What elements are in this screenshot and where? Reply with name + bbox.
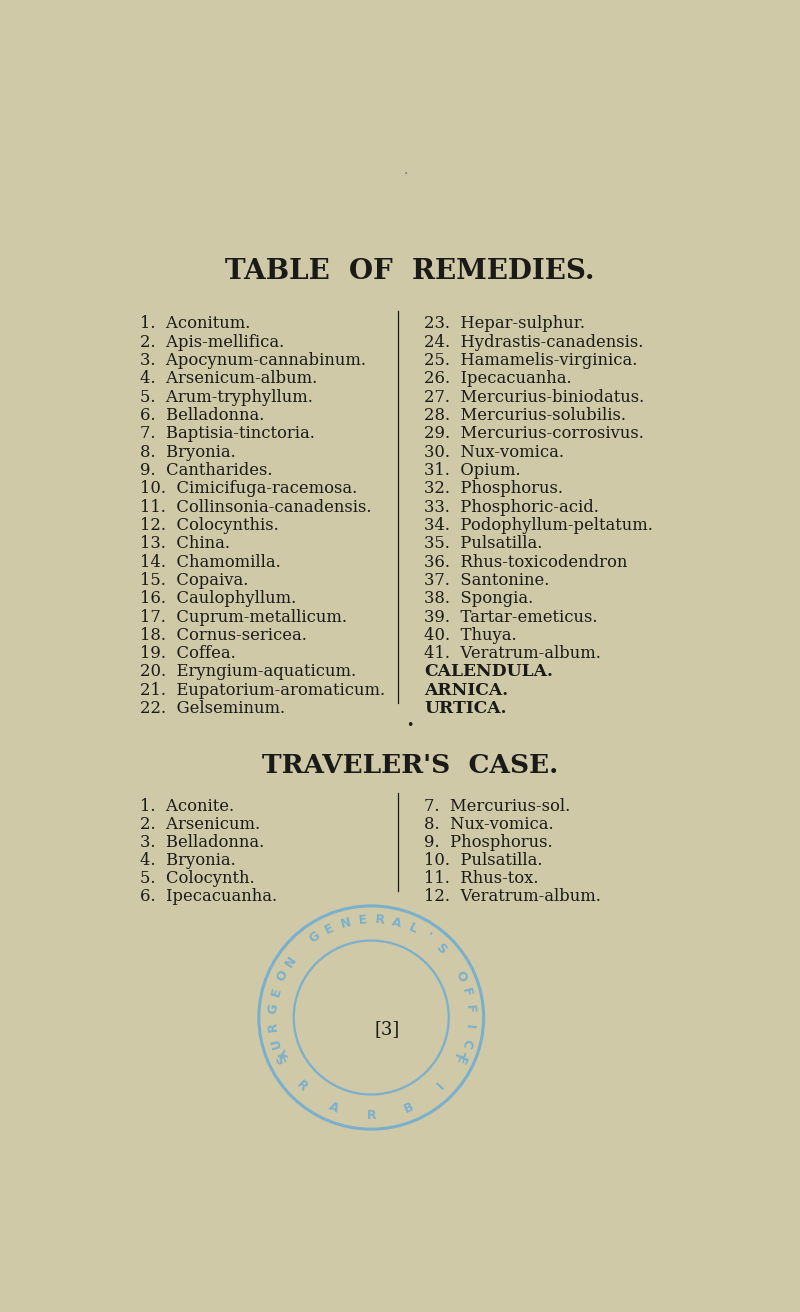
Text: U: U [269,1036,284,1050]
Text: 5.  Arum-tryphyllum.: 5. Arum-tryphyllum. [140,388,313,405]
Text: G: G [307,929,322,946]
Text: 39.  Tartar-emeticus.: 39. Tartar-emeticus. [424,609,598,626]
Text: 29.  Mercurius-corrosivus.: 29. Mercurius-corrosivus. [424,425,644,442]
Text: 6.  Ipecacuanha.: 6. Ipecacuanha. [140,888,278,905]
Text: 22.  Gelseminum.: 22. Gelseminum. [140,701,286,718]
Text: C: C [459,1036,474,1048]
Text: A: A [326,1099,340,1115]
Text: 7.  Baptisia-tinctoria.: 7. Baptisia-tinctoria. [140,425,315,442]
Text: 3.  Apocynum-cannabinum.: 3. Apocynum-cannabinum. [140,352,366,369]
Text: 11.  Rhus-tox.: 11. Rhus-tox. [424,870,538,887]
Text: 16.  Caulophyllum.: 16. Caulophyllum. [140,590,297,607]
Text: •: • [406,719,414,732]
Text: 34.  Podophyllum-peltatum.: 34. Podophyllum-peltatum. [424,517,653,534]
Text: 2.  Arsenicum.: 2. Arsenicum. [140,816,261,833]
Text: 26.  Ipecacuanha.: 26. Ipecacuanha. [424,370,571,387]
Text: 28.  Mercurius-solubilis.: 28. Mercurius-solubilis. [424,407,626,424]
Text: Y: Y [272,1047,288,1061]
Text: 11.  Collinsonia-canadensis.: 11. Collinsonia-canadensis. [140,499,372,516]
Text: 3.  Belladonna.: 3. Belladonna. [140,834,265,851]
Text: O: O [452,968,469,984]
Text: 27.  Mercurius-biniodatus.: 27. Mercurius-biniodatus. [424,388,644,405]
Text: 25.  Hamamelis-virginica.: 25. Hamamelis-virginica. [424,352,638,369]
Text: 8.  Nux-vomica.: 8. Nux-vomica. [424,816,554,833]
Text: 10.  Cimicifuga-racemosa.: 10. Cimicifuga-racemosa. [140,480,358,497]
Text: 37.  Santonine.: 37. Santonine. [424,572,550,589]
Text: 4.  Bryonia.: 4. Bryonia. [140,853,236,870]
Text: I: I [435,1080,447,1093]
Text: 1.  Aconite.: 1. Aconite. [140,798,234,815]
Text: 23.  Hepar-sulphur.: 23. Hepar-sulphur. [424,315,585,332]
Text: F: F [462,1004,476,1014]
Text: CALENDULA.: CALENDULA. [424,664,553,681]
Text: N: N [282,954,299,970]
Text: E: E [269,987,283,998]
Text: 4.  Arsenicum-album.: 4. Arsenicum-album. [140,370,318,387]
Text: 38.  Spongia.: 38. Spongia. [424,590,534,607]
Text: 41.  Veratrum-album.: 41. Veratrum-album. [424,646,601,663]
Text: 40.  Thuya.: 40. Thuya. [424,627,517,644]
Text: 15.  Copaiva.: 15. Copaiva. [140,572,249,589]
Text: 10.  Pulsatilla.: 10. Pulsatilla. [424,853,542,870]
Text: L: L [455,1048,470,1060]
Text: I: I [462,1023,476,1029]
Text: URTICA.: URTICA. [424,701,506,718]
Text: R: R [366,1109,376,1122]
Text: ARNICA.: ARNICA. [424,682,508,699]
Text: 18.  Cornus-sericea.: 18. Cornus-sericea. [140,627,307,644]
Text: R: R [294,1078,310,1094]
Text: 32.  Phosphorus.: 32. Phosphorus. [424,480,563,497]
Text: 14.  Chamomilla.: 14. Chamomilla. [140,554,281,571]
Text: E: E [358,913,367,928]
Text: L: L [406,921,419,937]
Text: ': ' [422,932,433,943]
Text: 24.  Hydrastis-canadensis.: 24. Hydrastis-canadensis. [424,333,643,350]
Text: 35.  Pulsatilla.: 35. Pulsatilla. [424,535,542,552]
Text: 8.  Bryonia.: 8. Bryonia. [140,443,236,461]
Text: 19.  Coffea.: 19. Coffea. [140,646,236,663]
Text: E: E [323,921,336,937]
Text: 13.  China.: 13. China. [140,535,230,552]
Text: 1.  Aconitum.: 1. Aconitum. [140,315,250,332]
Text: 9.  Phosphorus.: 9. Phosphorus. [424,834,553,851]
Text: 7.  Mercurius-sol.: 7. Mercurius-sol. [424,798,570,815]
Text: R: R [266,1021,280,1031]
Text: TRAVELER'S  CASE.: TRAVELER'S CASE. [262,753,558,778]
Text: 12.  Colocynthis.: 12. Colocynthis. [140,517,279,534]
Text: 12.  Veratrum-album.: 12. Veratrum-album. [424,888,601,905]
Text: 31.  Opium.: 31. Opium. [424,462,521,479]
Text: 17.  Cuprum-metallicum.: 17. Cuprum-metallicum. [140,609,347,626]
Text: 6.  Belladonna.: 6. Belladonna. [140,407,265,424]
Text: ·: · [404,167,408,181]
Text: S: S [274,1052,290,1065]
Text: 5.  Colocynth.: 5. Colocynth. [140,870,255,887]
Text: S: S [433,941,449,956]
Text: N: N [339,916,353,930]
Text: [3]: [3] [374,1021,399,1038]
Text: O: O [274,968,290,984]
Text: F: F [459,987,474,998]
Text: 30.  Nux-vomica.: 30. Nux-vomica. [424,443,564,461]
Text: 2.  Apis-mellifica.: 2. Apis-mellifica. [140,333,285,350]
Text: 33.  Phosphoric-acid.: 33. Phosphoric-acid. [424,499,599,516]
Text: B: B [402,1099,416,1115]
Text: 20.  Eryngium-aquaticum.: 20. Eryngium-aquaticum. [140,664,357,681]
Text: A: A [390,916,403,930]
Text: E: E [453,1052,468,1065]
Text: 9.  Cantharides.: 9. Cantharides. [140,462,273,479]
Text: G: G [266,1004,280,1014]
Text: TABLE  OF  REMEDIES.: TABLE OF REMEDIES. [226,257,594,285]
Text: 36.  Rhus-toxicodendron: 36. Rhus-toxicodendron [424,554,627,571]
Text: 21.  Eupatorium-aromaticum.: 21. Eupatorium-aromaticum. [140,682,386,699]
Text: R: R [374,913,385,928]
